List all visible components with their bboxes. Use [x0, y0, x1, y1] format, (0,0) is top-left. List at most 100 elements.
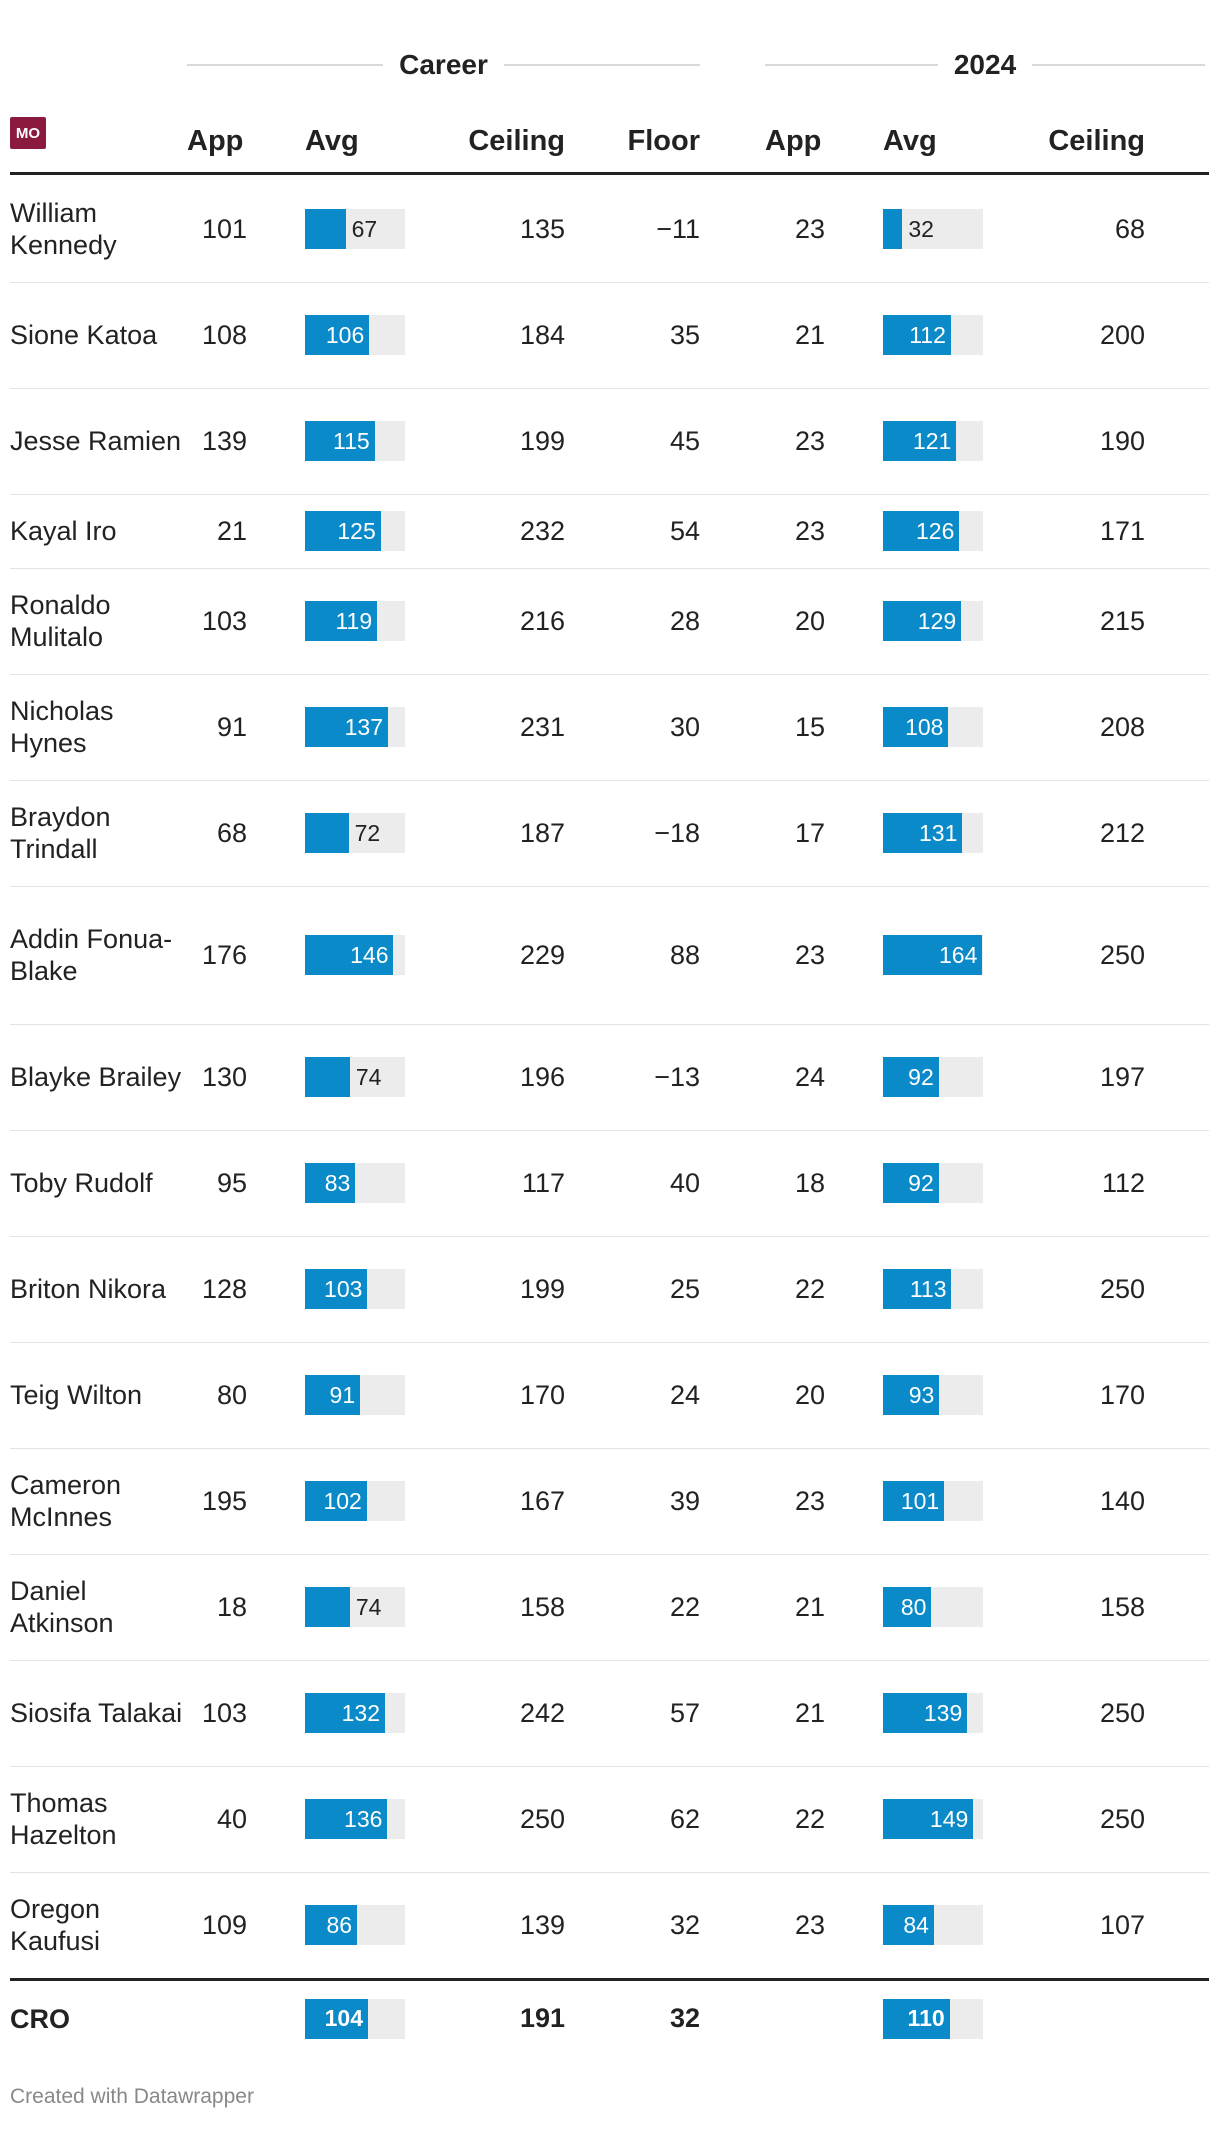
career-floor: 22 — [669, 1591, 700, 1622]
career-avg-bar-label: 102 — [323, 1487, 362, 1514]
2024-avg-bar-label: 131 — [919, 819, 958, 846]
career-avg-bar-fill — [305, 1481, 367, 1521]
career-avg-bar: 132 — [305, 1693, 405, 1733]
career-avg-bar-fill — [305, 1057, 350, 1097]
2024-avg-bar-label: 84 — [903, 1911, 929, 1938]
player-name: Briton Nikora — [10, 1274, 167, 1304]
career-app: 68 — [216, 817, 247, 848]
2024-avg-bar: 129 — [883, 601, 983, 641]
career-avg-bar-label: 72 — [354, 819, 381, 846]
career-header-rule-right — [503, 64, 701, 66]
2024-avg-bar: 121 — [883, 421, 983, 461]
career-avg-bar-fill — [305, 315, 370, 355]
player-name: Nicholas Hynes — [10, 696, 114, 758]
2024-ceiling: 171 — [1099, 515, 1145, 546]
career-avg-bar-fill — [305, 601, 378, 641]
total-career-avg-bar-label: 104 — [324, 2005, 364, 2031]
2024-app: 23 — [794, 425, 825, 456]
player-name: Cameron McInnes — [10, 1470, 122, 1532]
2024-avg-bar-label: 80 — [900, 1593, 927, 1620]
table-row: Blayke Brailey 130 74 196 −13 24 92 197 — [10, 1024, 1209, 1131]
2024-avg-bar: 93 — [883, 1375, 983, 1415]
career-avg-bar-label: 74 — [355, 1063, 382, 1090]
col-header-career-floor[interactable]: Floor — [627, 124, 701, 157]
2024-avg-bar-label: 108 — [905, 713, 944, 740]
col-header-2024-app[interactable]: App — [765, 124, 822, 157]
2024-app: 23 — [794, 939, 825, 970]
career-app: 128 — [201, 1273, 247, 1304]
2024-avg-bar-fill — [883, 209, 903, 249]
career-floor: 24 — [669, 1379, 700, 1410]
col-header-career-app[interactable]: App — [187, 124, 244, 157]
total-career-avg-bar: 104 — [305, 1998, 405, 2039]
2024-avg-bar-label: 121 — [912, 427, 952, 454]
2024-ceiling: 250 — [1099, 1803, 1145, 1834]
career-ceiling: 170 — [519, 1379, 565, 1410]
player-name: Blayke Brailey — [10, 1062, 182, 1092]
career-floor: 30 — [669, 711, 700, 742]
career-app: 130 — [201, 1061, 247, 1092]
2024-ceiling: 212 — [1099, 817, 1145, 848]
2024-avg-bar-fill — [883, 813, 963, 853]
table-row: Kayal Iro 21 125 232 54 23 126 171 — [10, 494, 1209, 569]
career-floor: 28 — [669, 605, 700, 636]
career-floor: 45 — [669, 425, 700, 456]
2024-app: 15 — [794, 711, 825, 742]
2024-avg-bar: 113 — [883, 1269, 983, 1309]
career-app: 109 — [201, 1909, 247, 1940]
2024-ceiling: 158 — [1099, 1591, 1145, 1622]
col-header-career-ceiling[interactable]: Ceiling — [468, 124, 565, 157]
career-avg-bar-fill — [305, 1587, 350, 1627]
2024-ceiling: 215 — [1099, 605, 1145, 636]
2024-ceiling: 250 — [1099, 1697, 1145, 1728]
career-app: 103 — [201, 1697, 247, 1728]
col-header-2024-avg[interactable]: Avg — [883, 124, 937, 157]
career-floor: 54 — [669, 515, 700, 546]
2024-avg-bar-label: 101 — [900, 1487, 940, 1514]
total-2024-avg-bar: 110 — [883, 1998, 983, 2039]
career-avg-bar: 102 — [305, 1481, 405, 1521]
player-name: Teig Wilton — [10, 1380, 143, 1410]
footer-credit: Created with Datawrapper — [10, 2085, 254, 2108]
career-avg-bar-fill — [305, 1905, 358, 1945]
career-floor: 88 — [669, 939, 700, 970]
2024-app: 23 — [794, 515, 825, 546]
career-avg-bar-label: 115 — [333, 427, 370, 454]
2024-app: 21 — [794, 1591, 825, 1622]
col-header-career-avg[interactable]: Avg — [305, 124, 359, 157]
2024-app: 21 — [794, 319, 825, 350]
career-ceiling: 242 — [519, 1697, 565, 1728]
career-floor: 62 — [669, 1803, 700, 1834]
season-group-header: 2024 — [765, 45, 1206, 85]
career-floor: 32 — [669, 1909, 700, 1940]
career-avg-bar-label: 125 — [337, 517, 376, 544]
career-ceiling: 117 — [521, 1167, 565, 1198]
player-name: Toby Rudolf — [10, 1168, 153, 1198]
2024-avg-bar-fill — [883, 1693, 968, 1733]
2024-avg-bar: 149 — [883, 1799, 983, 1839]
2024-app: 17 — [794, 817, 825, 848]
2024-app: 21 — [794, 1697, 825, 1728]
career-header-rule-left — [187, 64, 384, 66]
2024-avg-bar-fill — [883, 1057, 939, 1097]
season-header-rule-right — [1032, 64, 1206, 66]
career-floor: −18 — [654, 817, 700, 848]
total-2024-app — [765, 1981, 825, 2056]
player-name: Ronaldo Mulitalo — [10, 590, 111, 652]
career-ceiling: 158 — [519, 1591, 565, 1622]
col-header-2024-ceiling[interactable]: Ceiling — [1048, 124, 1145, 157]
2024-avg-bar-label: 164 — [939, 941, 978, 968]
player-name: Thomas Hazelton — [10, 1788, 117, 1850]
2024-avg-bar-fill — [883, 315, 951, 355]
2024-app: 22 — [794, 1273, 825, 1304]
career-floor: −13 — [654, 1061, 700, 1092]
2024-avg-bar-fill — [883, 1587, 932, 1627]
player-name: Oregon Kaufusi — [10, 1894, 101, 1956]
career-avg-bar-fill — [305, 1269, 368, 1309]
career-avg-bar-label: 91 — [329, 1381, 356, 1408]
season-header-rule-left — [765, 64, 938, 66]
2024-avg-bar-fill — [883, 707, 949, 747]
career-app: 101 — [201, 213, 247, 244]
2024-avg-bar-fill — [883, 1905, 934, 1945]
career-avg-bar: 106 — [305, 315, 405, 355]
